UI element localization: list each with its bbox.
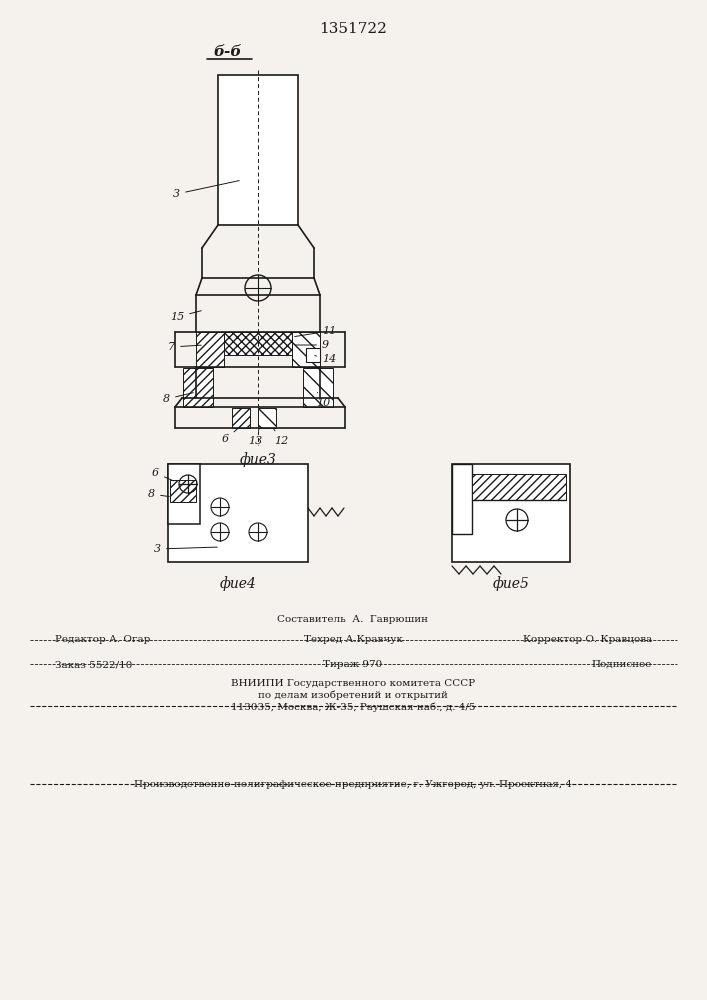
Text: 8: 8: [148, 489, 169, 499]
Text: ВНИИПИ Государственного комитета СССР: ВНИИПИ Государственного комитета СССР: [231, 679, 475, 688]
Bar: [183, 368, 213, 407]
Text: по делам изобретений и открытий: по делам изобретений и открытий: [258, 690, 448, 700]
Text: 3: 3: [154, 544, 217, 554]
Bar: [224, 332, 292, 355]
Text: фие3: фие3: [240, 452, 276, 467]
Bar: [452, 464, 570, 562]
Text: Тираж 970: Тираж 970: [323, 660, 382, 669]
Text: фие5: фие5: [493, 576, 530, 591]
Bar: [452, 464, 472, 534]
Bar: [303, 368, 333, 407]
Bar: [218, 75, 298, 225]
Text: 6: 6: [152, 468, 173, 481]
Text: 7: 7: [168, 342, 201, 352]
Text: 10: 10: [316, 392, 330, 408]
Text: Техред А.Кравчук: Техред А.Кравчук: [303, 635, 402, 644]
Text: 6: 6: [222, 427, 240, 444]
Bar: [472, 474, 566, 500]
Bar: [232, 408, 250, 428]
Text: Корректор О. Кравцова: Корректор О. Кравцова: [522, 635, 652, 644]
Text: Производственно-полиграфическое предприятие, г. Ужгород, ул. Проектная, 4: Производственно-полиграфическое предприя…: [134, 780, 572, 789]
Text: 14: 14: [315, 354, 337, 364]
Text: 9: 9: [295, 340, 329, 350]
Text: 3: 3: [173, 181, 239, 199]
Text: 8: 8: [163, 393, 193, 404]
Text: фие4: фие4: [220, 576, 257, 591]
Text: б-б: б-б: [214, 45, 243, 59]
Text: 15: 15: [170, 311, 201, 322]
Bar: [170, 480, 196, 502]
Bar: [168, 464, 200, 524]
Bar: [292, 332, 320, 367]
Bar: [196, 332, 224, 367]
Bar: [168, 464, 308, 562]
Text: Составитель  А.  Гаврюшин: Составитель А. Гаврюшин: [278, 615, 428, 624]
Text: 11: 11: [295, 326, 337, 337]
Text: Заказ 5522/10: Заказ 5522/10: [55, 660, 132, 669]
Text: 13: 13: [248, 429, 262, 446]
Bar: [258, 408, 276, 428]
Text: 113035, Москва, Ж-35, Раушская наб., д. 4/5: 113035, Москва, Ж-35, Раушская наб., д. …: [230, 702, 475, 712]
Text: Подписное: Подписное: [592, 660, 652, 669]
Text: 1351722: 1351722: [319, 22, 387, 36]
Text: Редактор А. Огар: Редактор А. Огар: [55, 635, 151, 644]
Bar: [306, 348, 320, 362]
Text: 12: 12: [274, 428, 288, 446]
